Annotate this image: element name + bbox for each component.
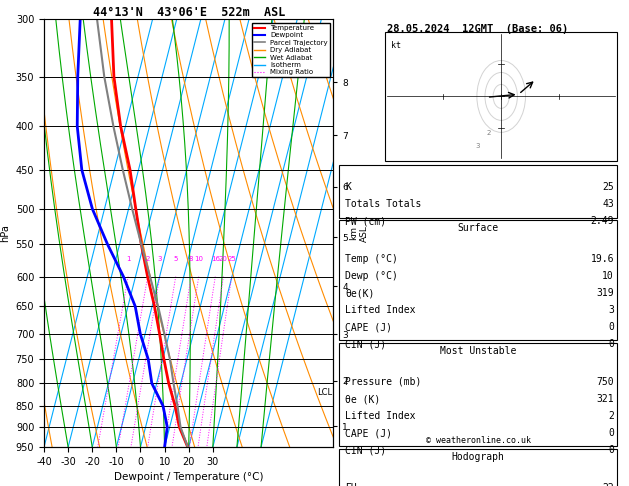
- Text: 2.49: 2.49: [591, 216, 614, 226]
- Text: Most Unstable: Most Unstable: [440, 346, 516, 356]
- Text: θe (K): θe (K): [345, 394, 380, 404]
- Text: 43: 43: [603, 199, 614, 209]
- Text: Surface: Surface: [457, 223, 499, 233]
- Text: 22: 22: [603, 483, 614, 486]
- Text: CIN (J): CIN (J): [345, 445, 386, 455]
- Text: 3: 3: [608, 305, 614, 315]
- Text: PW (cm): PW (cm): [345, 216, 386, 226]
- Text: 1: 1: [126, 256, 130, 262]
- Text: Totals Totals: Totals Totals: [345, 199, 421, 209]
- Text: 19.6: 19.6: [591, 254, 614, 264]
- Text: CAPE (J): CAPE (J): [345, 322, 392, 332]
- Text: 3: 3: [157, 256, 162, 262]
- Text: © weatheronline.co.uk: © weatheronline.co.uk: [426, 436, 530, 445]
- Y-axis label: hPa: hPa: [0, 225, 10, 242]
- Text: 10: 10: [603, 271, 614, 281]
- Text: CIN (J): CIN (J): [345, 339, 386, 349]
- Text: 0: 0: [608, 322, 614, 332]
- Text: 16: 16: [211, 256, 220, 262]
- Text: 10: 10: [194, 256, 203, 262]
- Text: 5: 5: [174, 256, 178, 262]
- Y-axis label: km
ASL: km ASL: [350, 225, 369, 242]
- Text: kt: kt: [391, 41, 401, 50]
- Text: Lifted Index: Lifted Index: [345, 411, 415, 421]
- Text: 0: 0: [608, 428, 614, 438]
- Text: 8: 8: [189, 256, 193, 262]
- Text: Pressure (mb): Pressure (mb): [345, 377, 421, 387]
- Text: 20: 20: [219, 256, 228, 262]
- X-axis label: Dewpoint / Temperature (°C): Dewpoint / Temperature (°C): [114, 472, 264, 483]
- Text: CAPE (J): CAPE (J): [345, 428, 392, 438]
- Text: Temp (°C): Temp (°C): [345, 254, 398, 264]
- Text: Hodograph: Hodograph: [452, 452, 504, 462]
- Text: 321: 321: [596, 394, 614, 404]
- Text: 28.05.2024  12GMT  (Base: 06): 28.05.2024 12GMT (Base: 06): [387, 24, 569, 34]
- Text: 750: 750: [596, 377, 614, 387]
- Text: K: K: [345, 182, 351, 192]
- Text: EH: EH: [345, 483, 357, 486]
- Text: 25: 25: [603, 182, 614, 192]
- Text: 319: 319: [596, 288, 614, 298]
- Text: 2: 2: [487, 130, 491, 136]
- Text: 2: 2: [145, 256, 150, 262]
- Text: 0: 0: [608, 339, 614, 349]
- Text: 3: 3: [475, 143, 480, 149]
- Text: θe(K): θe(K): [345, 288, 374, 298]
- Text: 0: 0: [608, 445, 614, 455]
- Text: 25: 25: [227, 256, 236, 262]
- Text: Dewp (°C): Dewp (°C): [345, 271, 398, 281]
- Legend: Temperature, Dewpoint, Parcel Trajectory, Dry Adiabat, Wet Adiabat, Isotherm, Mi: Temperature, Dewpoint, Parcel Trajectory…: [252, 23, 330, 77]
- Text: Lifted Index: Lifted Index: [345, 305, 415, 315]
- Text: LCL: LCL: [318, 388, 333, 397]
- Text: 2: 2: [608, 411, 614, 421]
- Title: 44°13'N  43°06'E  522m  ASL: 44°13'N 43°06'E 522m ASL: [92, 6, 285, 19]
